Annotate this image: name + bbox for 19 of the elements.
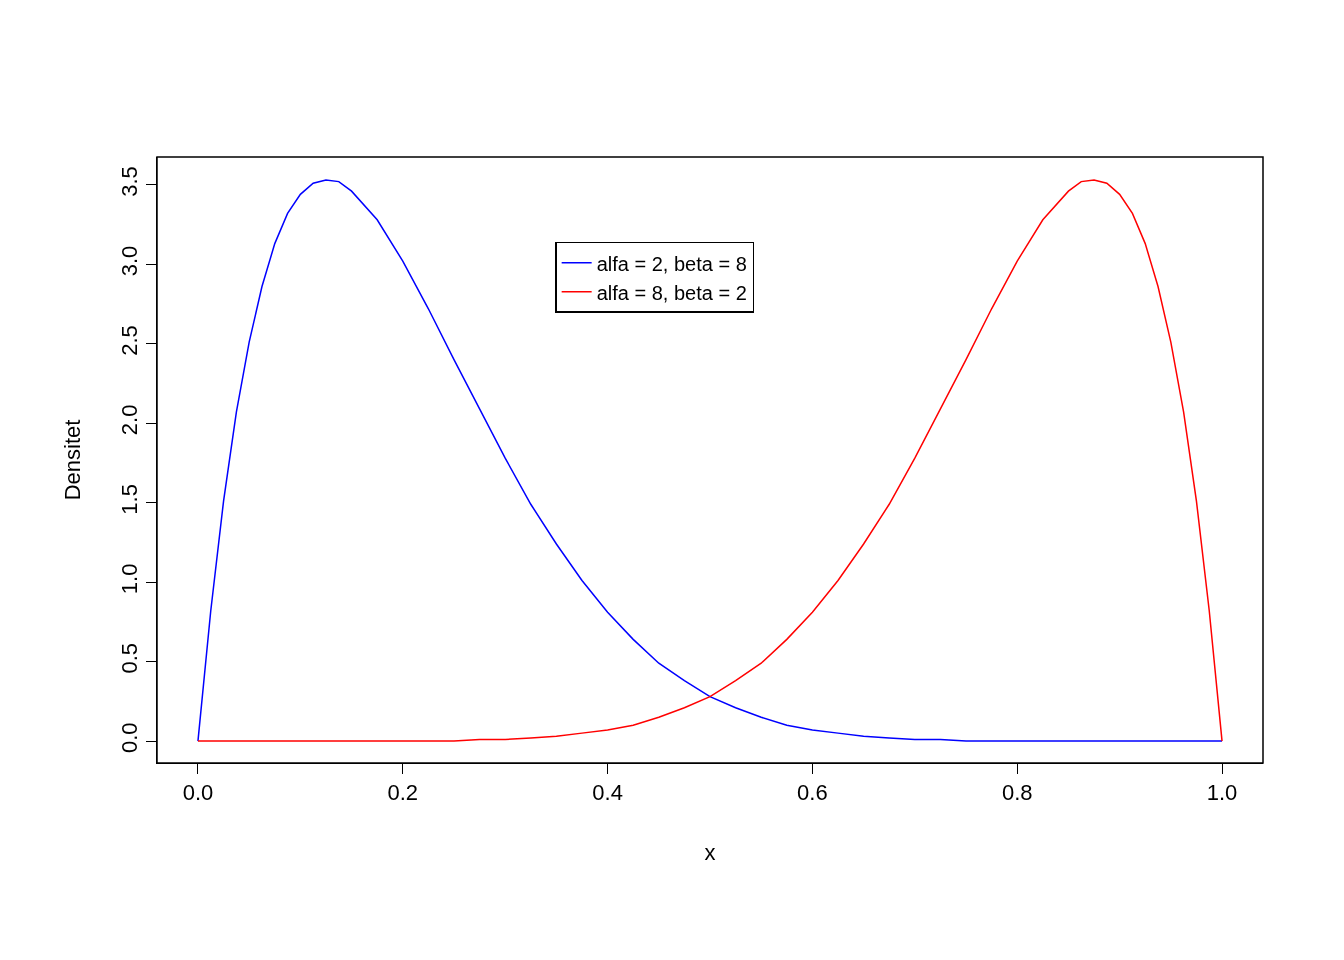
legend-label: alfa = 8, beta = 2 bbox=[596, 281, 747, 304]
y-tick-label: 1.0 bbox=[117, 563, 143, 595]
x-tick-label: 0.6 bbox=[797, 780, 828, 806]
y-tick-label: 1.5 bbox=[117, 484, 143, 515]
y-axis-title: Densitet bbox=[60, 419, 85, 501]
x-tick-label: 0.0 bbox=[182, 780, 214, 806]
legend-label: alfa = 2, beta = 8 bbox=[596, 252, 747, 275]
x-tick-label: 0.2 bbox=[387, 780, 419, 806]
y-tick-label: 0.5 bbox=[117, 643, 143, 674]
y-tick-label: 3.0 bbox=[117, 245, 143, 277]
x-tick-label: 1.0 bbox=[1206, 780, 1238, 806]
y-tick-label: 2.0 bbox=[117, 404, 143, 436]
x-tick-label: 0.4 bbox=[592, 780, 623, 806]
y-tick-label: 0.0 bbox=[117, 722, 143, 754]
line-series bbox=[197, 179, 1223, 742]
y-tick-label: 2.5 bbox=[117, 325, 143, 356]
x-axis-title: x bbox=[704, 840, 716, 866]
x-tick-label: 0.8 bbox=[1001, 780, 1033, 806]
y-tick-label: 3.5 bbox=[117, 166, 143, 197]
